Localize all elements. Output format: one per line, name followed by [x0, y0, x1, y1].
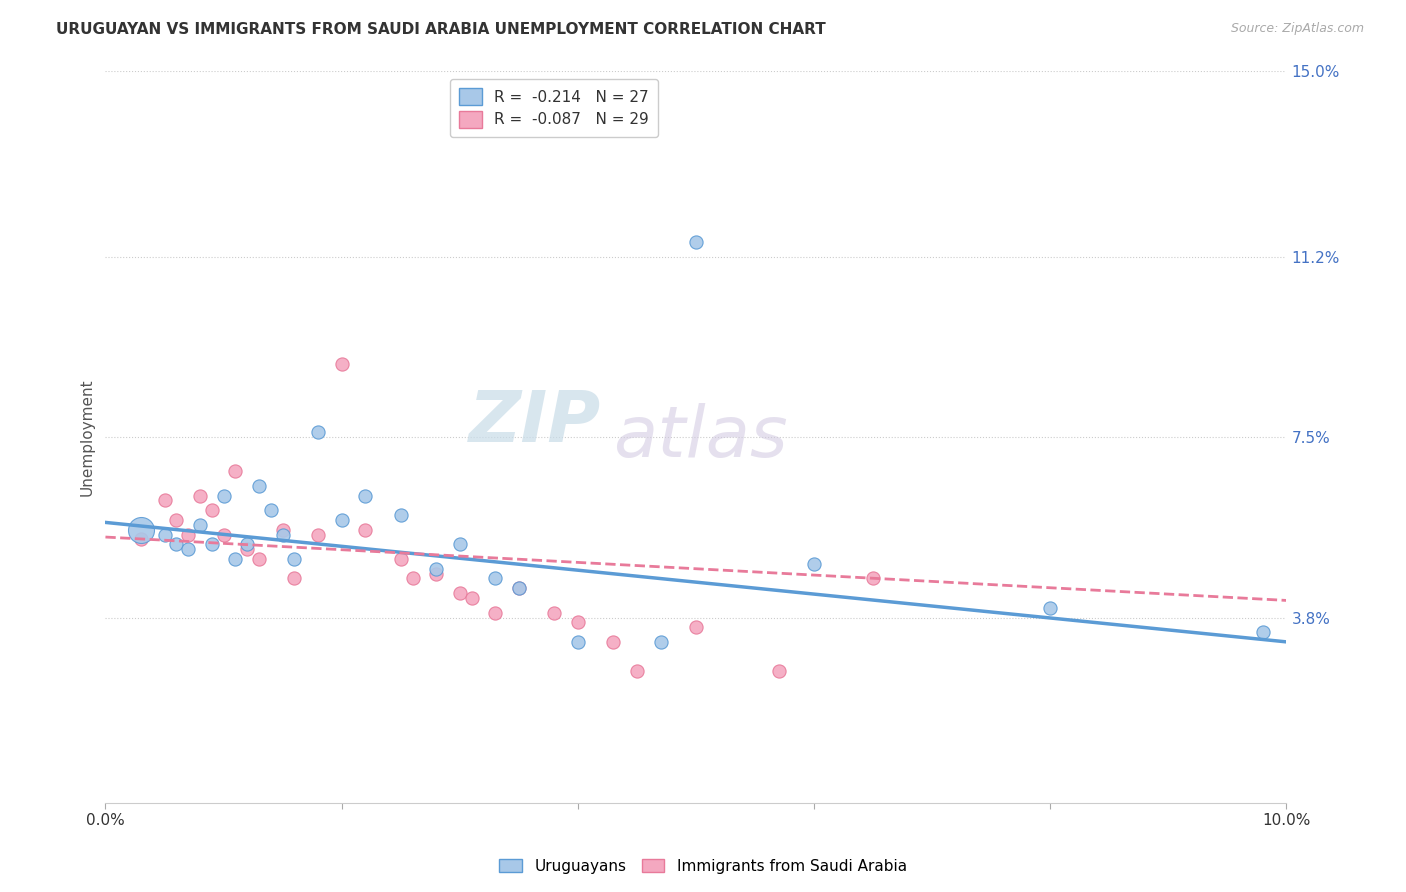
- Point: [354, 523, 377, 537]
- Point: [307, 527, 329, 541]
- Point: [224, 464, 246, 478]
- Point: [354, 489, 377, 503]
- Point: [803, 557, 825, 571]
- Point: [330, 357, 353, 371]
- Point: [543, 606, 565, 620]
- Point: [236, 542, 259, 557]
- Point: [685, 620, 707, 634]
- Point: [188, 517, 211, 532]
- Legend: Uruguayans, Immigrants from Saudi Arabia: Uruguayans, Immigrants from Saudi Arabia: [494, 853, 912, 880]
- Text: Source: ZipAtlas.com: Source: ZipAtlas.com: [1230, 22, 1364, 36]
- Text: URUGUAYAN VS IMMIGRANTS FROM SAUDI ARABIA UNEMPLOYMENT CORRELATION CHART: URUGUAYAN VS IMMIGRANTS FROM SAUDI ARABI…: [56, 22, 825, 37]
- Point: [260, 503, 283, 517]
- Point: [460, 591, 482, 605]
- Point: [129, 523, 152, 537]
- Point: [283, 572, 305, 586]
- Point: [401, 572, 423, 586]
- Point: [247, 552, 270, 566]
- Point: [201, 537, 224, 551]
- Point: [165, 513, 187, 527]
- Point: [307, 425, 329, 440]
- Point: [212, 527, 235, 541]
- Point: [177, 527, 200, 541]
- Point: [1039, 600, 1062, 615]
- Point: [389, 508, 412, 522]
- Point: [212, 489, 235, 503]
- Y-axis label: Unemployment: Unemployment: [79, 378, 94, 496]
- Point: [271, 527, 294, 541]
- Point: [862, 572, 884, 586]
- Point: [153, 493, 176, 508]
- Point: [224, 552, 246, 566]
- Point: [177, 542, 200, 557]
- Point: [201, 503, 224, 517]
- Point: [188, 489, 211, 503]
- Point: [685, 235, 707, 249]
- Legend: R =  -0.214   N = 27, R =  -0.087   N = 29: R = -0.214 N = 27, R = -0.087 N = 29: [450, 79, 658, 136]
- Point: [129, 533, 152, 547]
- Point: [389, 552, 412, 566]
- Text: ZIP: ZIP: [470, 388, 602, 457]
- Point: [484, 606, 506, 620]
- Point: [425, 562, 447, 576]
- Point: [425, 566, 447, 581]
- Point: [165, 537, 187, 551]
- Point: [567, 615, 589, 630]
- Point: [271, 523, 294, 537]
- Text: atlas: atlas: [613, 402, 787, 472]
- Point: [508, 581, 530, 595]
- Point: [236, 537, 259, 551]
- Point: [449, 586, 471, 600]
- Point: [1251, 625, 1274, 640]
- Point: [330, 513, 353, 527]
- Point: [768, 664, 790, 678]
- Point: [626, 664, 648, 678]
- Point: [602, 635, 624, 649]
- Point: [153, 527, 176, 541]
- Point: [484, 572, 506, 586]
- Point: [449, 537, 471, 551]
- Point: [650, 635, 672, 649]
- Point: [567, 635, 589, 649]
- Point: [283, 552, 305, 566]
- Point: [508, 581, 530, 595]
- Point: [247, 479, 270, 493]
